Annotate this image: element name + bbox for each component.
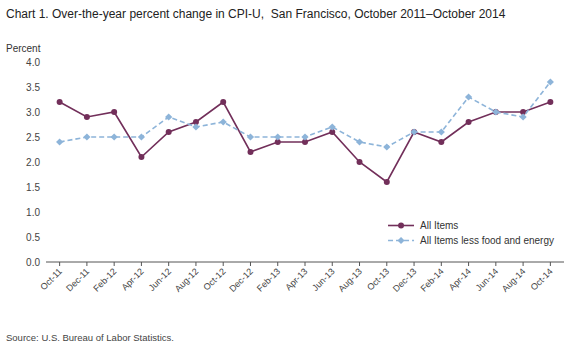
point: [220, 118, 227, 125]
source: Source: U.S. Bureau of Labor Statistics.: [6, 332, 174, 343]
x-tick: [386, 262, 387, 266]
y-axis: 0.0 0.5 1.0 1.5 2.0 2.5 3.0 3.5 4.0: [26, 57, 40, 268]
point: [438, 139, 444, 145]
x-tick-label: Jun-13: [310, 266, 337, 293]
x-tick: [550, 262, 551, 266]
point: [247, 149, 253, 155]
x-tick-label: Apr-12: [120, 266, 146, 292]
y-tick-label: 3.0: [26, 107, 40, 118]
point: [383, 143, 390, 150]
x-tick: [141, 262, 142, 266]
y-tick-label: 1.0: [26, 207, 40, 218]
point: [111, 109, 117, 115]
series: [57, 99, 554, 185]
x-tick-label: Oct-11: [38, 266, 64, 292]
point: [547, 99, 553, 105]
x-tick-label: Aug-13: [336, 266, 364, 294]
point: [384, 179, 390, 185]
x-tick-label: Feb-12: [91, 266, 118, 293]
x-tick-label: Apr-14: [447, 266, 473, 292]
x-tick: [86, 262, 87, 266]
x-tick: [168, 262, 169, 266]
chart-container: Chart 1. Over-the-year percent change in…: [0, 0, 576, 346]
background: [0, 0, 576, 346]
point: [274, 133, 281, 140]
plot-area: [56, 78, 554, 185]
chart: Chart 1. Over-the-year percent change in…: [0, 0, 576, 346]
legend: All Items All Items less food and energy: [388, 220, 554, 246]
y-axis-label: Percent: [6, 43, 41, 54]
point: [411, 129, 417, 135]
x-tick-label: Jun-14: [474, 266, 501, 293]
point: [138, 154, 144, 160]
x-tick: [495, 262, 496, 266]
point: [520, 113, 527, 120]
legend-label: All Items: [420, 220, 458, 231]
x-tick-label: Dec-11: [64, 266, 91, 293]
point: [57, 99, 63, 105]
x-tick-label: Aug-14: [500, 266, 528, 294]
title: Chart 1. Over-the-year percent change in…: [6, 7, 506, 21]
x-tick-label: Feb-14: [418, 266, 445, 293]
x-tick-label: Dec-12: [227, 266, 255, 294]
y-tick-label: 2.5: [26, 132, 40, 143]
point: [165, 113, 172, 120]
point: [466, 119, 472, 125]
x-tick: [523, 262, 524, 266]
x-tick-label: Oct-14: [529, 266, 555, 292]
point: [410, 128, 417, 135]
x-tick-label: Oct-13: [365, 266, 391, 292]
x-tick-label: Jun-12: [147, 266, 174, 293]
y-tick-label: 1.5: [26, 182, 40, 193]
y-tick-label: 4.0: [26, 57, 40, 68]
point: [329, 123, 336, 130]
point: [357, 159, 363, 165]
x-axis: Oct-11Dec-11Feb-12Apr-12Jun-12Aug-12Oct-…: [38, 262, 564, 294]
legend-label: All Items less food and energy: [420, 235, 554, 246]
point: [301, 133, 308, 140]
x-tick: [468, 262, 469, 266]
point: [247, 133, 254, 140]
point: [492, 108, 499, 115]
point: [192, 123, 199, 130]
x-tick: [195, 262, 196, 266]
point: [84, 114, 90, 120]
x-tick: [414, 262, 415, 266]
line: [60, 102, 551, 182]
x-tick-label: Apr-13: [283, 266, 309, 292]
point: [111, 133, 118, 140]
point: [56, 138, 63, 145]
point: [547, 78, 554, 85]
x-tick: [441, 262, 442, 266]
point: [138, 133, 145, 140]
x-tick: [114, 262, 115, 266]
x-tick-label: Aug-12: [173, 266, 201, 294]
y-tick-label: 0.0: [26, 257, 40, 268]
x-tick: [223, 262, 224, 266]
x-tick: [359, 262, 360, 266]
x-tick-label: Feb-13: [255, 266, 282, 293]
legend-marker: [397, 237, 404, 244]
y-tick-label: 2.0: [26, 157, 40, 168]
point: [465, 93, 472, 100]
y-tick-label: 3.5: [26, 82, 40, 93]
point: [83, 133, 90, 140]
x-tick: [305, 262, 306, 266]
point: [166, 129, 172, 135]
legend-marker: [398, 223, 404, 229]
point: [356, 138, 363, 145]
x-tick-label: Oct-12: [201, 266, 227, 292]
y-tick-label: 0.5: [26, 232, 40, 243]
point: [438, 128, 445, 135]
x-tick: [332, 262, 333, 266]
x-tick-label: Dec-13: [391, 266, 419, 294]
x-tick: [250, 262, 251, 266]
point: [493, 109, 499, 115]
x-tick: [59, 262, 60, 266]
series: [56, 78, 554, 150]
point: [220, 99, 226, 105]
x-tick: [277, 262, 278, 266]
line: [60, 82, 551, 147]
